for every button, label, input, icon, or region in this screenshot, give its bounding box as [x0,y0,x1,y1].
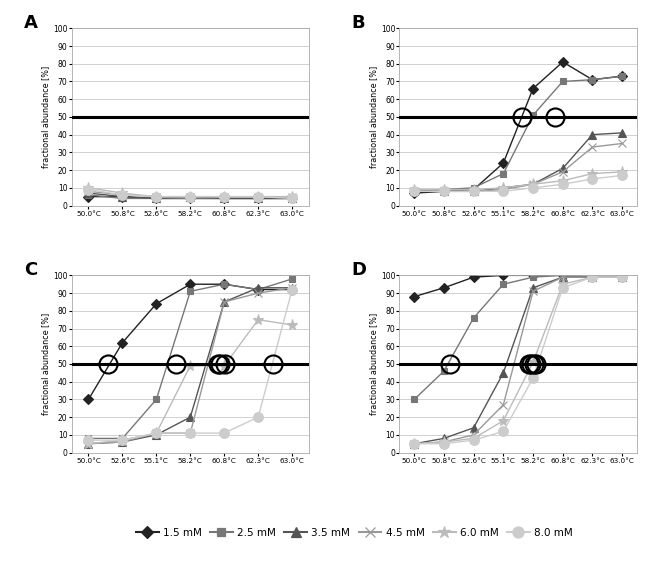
Text: B: B [352,14,365,32]
Y-axis label: fractional abundance [%]: fractional abundance [%] [41,313,50,415]
Y-axis label: fractional abundance [%]: fractional abundance [%] [369,313,378,415]
Y-axis label: fractional abundance [%]: fractional abundance [%] [41,66,50,168]
Text: D: D [352,261,367,279]
Y-axis label: fractional abundance [%]: fractional abundance [%] [369,66,378,168]
Legend: 1.5 mM, 2.5 mM, 3.5 mM, 4.5 mM, 6.0 mM, 8.0 mM: 1.5 mM, 2.5 mM, 3.5 mM, 4.5 mM, 6.0 mM, … [131,524,577,542]
Text: C: C [24,261,37,279]
Text: A: A [24,14,38,32]
